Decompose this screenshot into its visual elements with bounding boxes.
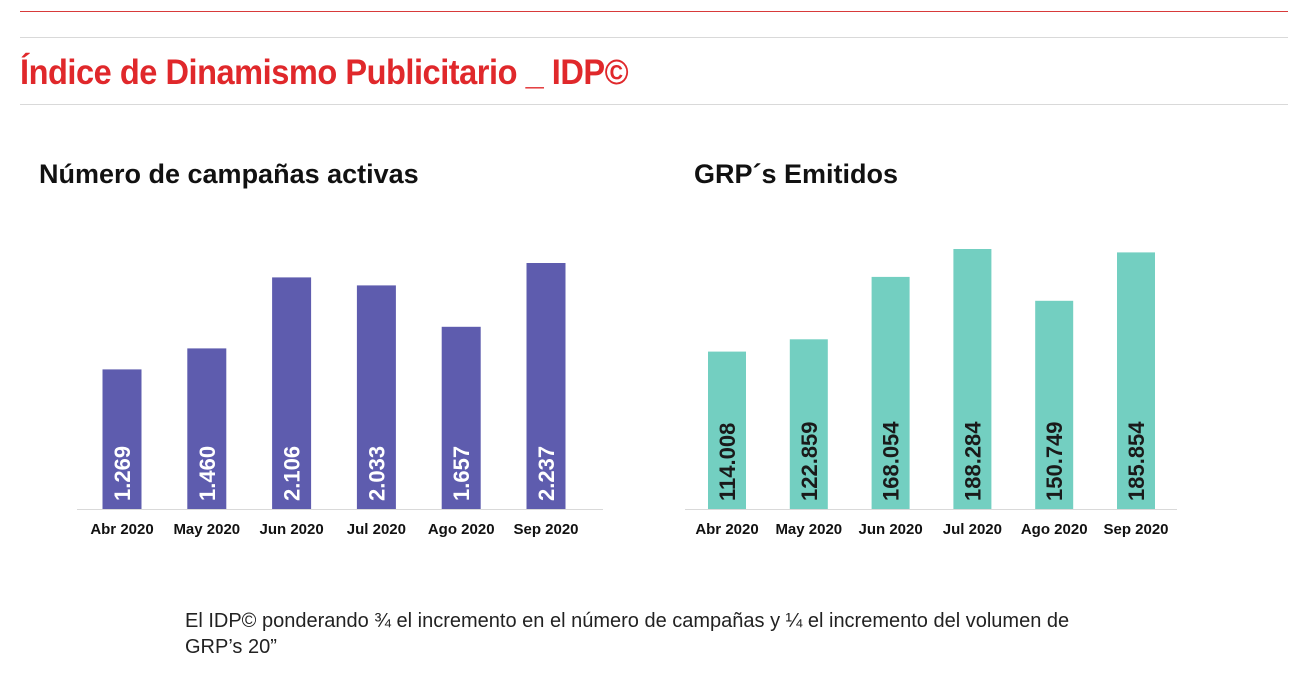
campaigns-bar-chart: 1.269 Abr 2020 1.460 May 2020 2.106 Jun 2020 2… — [77, 263, 603, 538]
bar-sep-2020 — [526, 263, 566, 509]
header-divider-top — [20, 37, 1288, 38]
footnote: El IDP© ponderando ¾ el incremento en el… — [185, 610, 1070, 658]
x-tick-label: Jul 2020 — [943, 521, 1002, 538]
bar-data-label: 114.008 — [715, 423, 740, 501]
bar-may-2020 — [789, 339, 828, 509]
x-tick-label: Jun 2020 — [259, 521, 323, 538]
x-tick-label: Ago 2020 — [1021, 521, 1088, 538]
page-title: Índice de Dinamismo Publicitario _ IDP© — [20, 53, 629, 92]
bar-ago-2020 — [1035, 300, 1074, 509]
x-tick-label: Jul 2020 — [347, 521, 406, 538]
x-tick-label: Ago 2020 — [428, 521, 495, 538]
bar-data-label: 2.106 — [280, 446, 305, 501]
bar-data-label: 168.054 — [879, 421, 904, 501]
chart-title-grps: GRP´s Emitidos — [694, 159, 899, 189]
bar-data-label: 2.033 — [364, 446, 389, 501]
x-tick-label: May 2020 — [775, 521, 842, 538]
header-divider-bottom — [20, 104, 1288, 105]
bar-may-2020 — [187, 348, 227, 509]
bar-ago-2020 — [441, 326, 481, 509]
bar-data-label: 185.854 — [1124, 421, 1149, 501]
bar-abr-2020 — [708, 351, 746, 509]
x-tick-label: May 2020 — [173, 521, 240, 538]
bar-jul-2020 — [356, 285, 396, 509]
top-red-divider — [20, 11, 1288, 12]
bar-data-label: 1.269 — [110, 446, 135, 501]
bar-sep-2020 — [1117, 252, 1155, 509]
bar-data-label: 122.859 — [797, 421, 822, 501]
bar-data-label: 150.749 — [1042, 421, 1067, 501]
x-tick-label: Abr 2020 — [90, 521, 153, 538]
bar-data-label: 188.284 — [960, 421, 985, 501]
bar-jun-2020 — [272, 277, 312, 509]
bar-data-label: 1.460 — [195, 446, 220, 501]
x-tick-label: Abr 2020 — [695, 521, 758, 538]
x-tick-label: Jun 2020 — [858, 521, 922, 538]
bar-data-label: 1.657 — [449, 446, 474, 501]
bar-jul-2020 — [953, 249, 992, 509]
bar-data-label: 2.237 — [534, 446, 559, 501]
chart-title-campaigns: Número de campañas activas — [39, 159, 419, 189]
bar-abr-2020 — [102, 369, 142, 509]
grps-bar-chart: 114.008 Abr 2020 122.859 May 2020 168.054 Jun… — [685, 249, 1177, 538]
x-tick-label: Sep 2020 — [1103, 521, 1168, 538]
x-tick-label: Sep 2020 — [513, 521, 578, 538]
bar-jun-2020 — [871, 276, 910, 509]
